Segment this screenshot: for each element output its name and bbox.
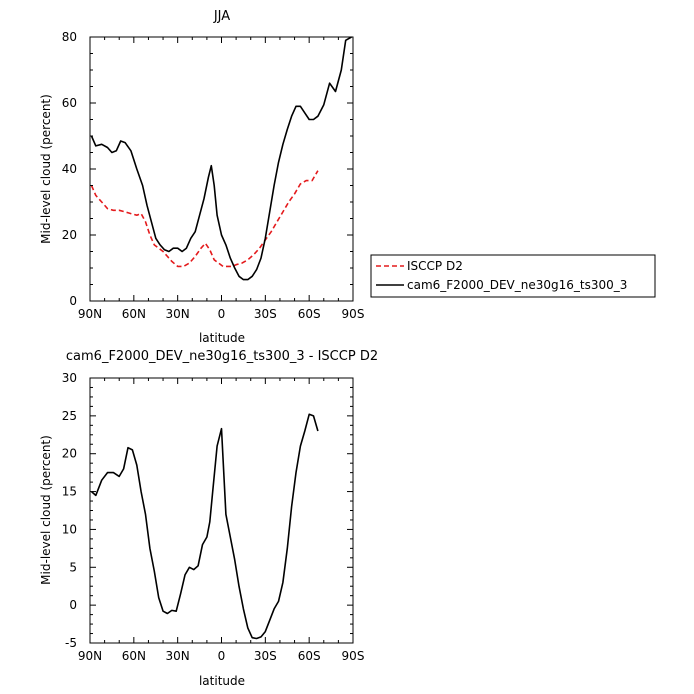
panel2-ylabel: Mid-level cloud (percent) xyxy=(39,435,53,585)
x-tick-label: 30S xyxy=(254,307,277,321)
panel1-xlabel: latitude xyxy=(199,331,245,345)
x-tick-label: 60N xyxy=(122,307,146,321)
legend: ISCCP D2 cam6_F2000_DEV_ne30g16_ts300_3 xyxy=(370,254,656,298)
y-tick-label: 10 xyxy=(62,522,77,536)
x-tick-label: 30S xyxy=(254,649,277,663)
series-line-difference xyxy=(90,413,319,640)
x-tick-label: 90S xyxy=(342,649,365,663)
y-tick-label: 0 xyxy=(69,598,77,612)
y-tick-label: 20 xyxy=(62,447,77,461)
panel2-xlabel: latitude xyxy=(199,674,245,688)
y-tick-label: 5 xyxy=(69,560,77,574)
x-tick-label: 0 xyxy=(218,649,226,663)
panel-seasonal-mid-level-cloud: JJA 90N 60N 30N 0 30S 60S 90S 0 20 40 60 80 latitud… xyxy=(39,9,656,345)
panel1-title: JJA xyxy=(213,9,230,24)
x-tick-label: 30N xyxy=(166,649,190,663)
legend-label-cam6: cam6_F2000_DEV_ne30g16_ts300_3 xyxy=(407,278,627,292)
x-tick-label: 90N xyxy=(78,649,102,663)
panel1-plot-frame xyxy=(89,36,354,302)
x-tick-label: 90S xyxy=(342,307,365,321)
y-tick-label: 20 xyxy=(62,228,77,242)
panel2-title: cam6_F2000_DEV_ne30g16_ts300_3 - ISCCP D… xyxy=(66,349,378,364)
panel1-ylabel: Mid-level cloud (percent) xyxy=(39,94,53,244)
y-tick-label: 40 xyxy=(62,162,77,176)
x-tick-label: 60N xyxy=(122,649,146,663)
y-tick-label: 80 xyxy=(62,30,77,44)
y-tick-label: -5 xyxy=(65,636,77,650)
y-tick-label: 30 xyxy=(62,371,77,385)
y-tick-label: 60 xyxy=(62,96,77,110)
legend-frame xyxy=(370,254,656,298)
x-tick-label: 60S xyxy=(298,649,321,663)
x-tick-label: 60S xyxy=(298,307,321,321)
y-tick-label: 25 xyxy=(62,409,77,423)
legend-label-isccp: ISCCP D2 xyxy=(407,259,463,273)
x-tick-label: 90N xyxy=(78,307,102,321)
x-tick-label: 0 xyxy=(218,307,226,321)
y-tick-label: 0 xyxy=(69,294,77,308)
series-line-cam6 xyxy=(90,36,352,281)
panel-difference-mid-level-cloud: cam6_F2000_DEV_ne30g16_ts300_3 - ISCCP D… xyxy=(39,349,378,688)
y-tick-label: 15 xyxy=(62,485,77,499)
x-tick-label: 30N xyxy=(166,307,190,321)
series-line-isccp xyxy=(90,170,319,268)
